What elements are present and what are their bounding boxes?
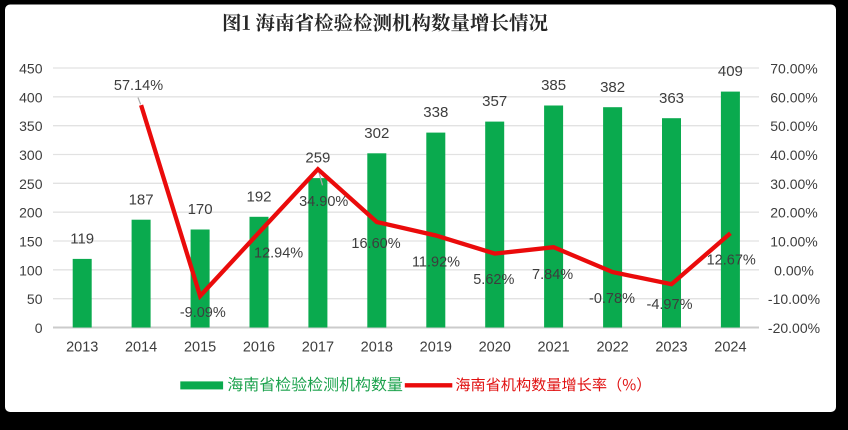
svg-text:363: 363 (659, 90, 684, 107)
svg-text:100: 100 (19, 262, 43, 278)
svg-text:382: 382 (600, 79, 625, 96)
svg-text:187: 187 (129, 191, 154, 208)
svg-text:119: 119 (70, 231, 94, 248)
svg-text:50.00%: 50.00% (770, 118, 817, 134)
svg-text:259: 259 (305, 150, 330, 167)
svg-text:-0.78%: -0.78% (589, 291, 635, 307)
svg-text:250: 250 (19, 176, 43, 192)
svg-text:10.00%: 10.00% (770, 234, 817, 250)
svg-text:2017: 2017 (302, 340, 334, 356)
svg-text:200: 200 (19, 205, 43, 221)
svg-text:30.00%: 30.00% (770, 176, 817, 192)
svg-text:0: 0 (35, 320, 43, 336)
svg-text:5.62%: 5.62% (473, 272, 514, 288)
svg-text:12.94%: 12.94% (254, 246, 303, 262)
svg-text:7.84%: 7.84% (532, 267, 573, 283)
svg-text:60.00%: 60.00% (770, 89, 817, 105)
svg-text:57.14%: 57.14% (114, 78, 163, 94)
svg-text:-9.09%: -9.09% (180, 305, 226, 321)
svg-text:12.67%: 12.67% (707, 253, 756, 269)
svg-text:170: 170 (188, 201, 213, 218)
svg-text:350: 350 (19, 118, 43, 134)
svg-text:2023: 2023 (655, 340, 687, 356)
svg-text:-20.00%: -20.00% (768, 320, 820, 336)
svg-text:-10.00%: -10.00% (768, 291, 820, 307)
svg-text:16.60%: 16.60% (351, 236, 400, 252)
svg-text:450: 450 (19, 61, 43, 77)
svg-text:34.90%: 34.90% (299, 194, 348, 210)
svg-text:409: 409 (718, 63, 743, 80)
svg-text:2024: 2024 (714, 340, 746, 356)
svg-text:2015: 2015 (184, 340, 216, 356)
svg-text:2016: 2016 (243, 340, 275, 356)
svg-text:2018: 2018 (361, 340, 393, 356)
svg-text:2020: 2020 (479, 340, 511, 356)
svg-text:11.92%: 11.92% (412, 254, 460, 270)
svg-text:20.00%: 20.00% (770, 205, 817, 221)
svg-text:300: 300 (19, 147, 43, 163)
svg-text:302: 302 (364, 125, 389, 142)
svg-text:385: 385 (541, 77, 566, 94)
svg-text:-4.97%: -4.97% (647, 297, 693, 313)
svg-text:70.00%: 70.00% (770, 61, 817, 77)
svg-text:357: 357 (482, 93, 507, 110)
svg-text:2014: 2014 (125, 340, 157, 356)
svg-text:338: 338 (423, 104, 448, 121)
svg-text:150: 150 (19, 234, 43, 250)
svg-text:2022: 2022 (596, 340, 628, 356)
svg-text:2021: 2021 (537, 340, 569, 356)
svg-text:0.00%: 0.00% (774, 262, 814, 278)
svg-text:400: 400 (19, 89, 43, 105)
svg-text:2013: 2013 (66, 340, 98, 356)
svg-text:2019: 2019 (420, 340, 452, 356)
svg-text:192: 192 (246, 188, 271, 205)
svg-text:50: 50 (27, 291, 43, 307)
svg-text:40.00%: 40.00% (770, 147, 817, 163)
